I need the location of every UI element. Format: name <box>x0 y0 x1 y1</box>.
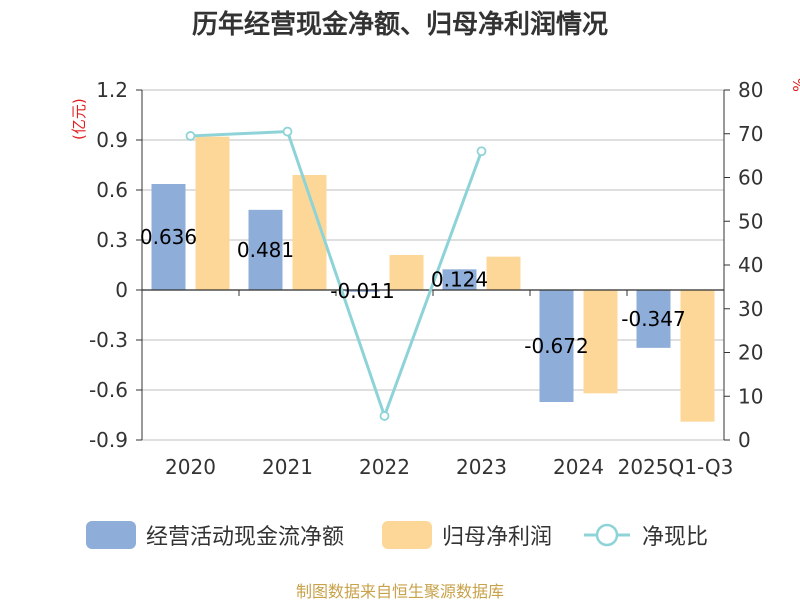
legend-swatch-net-profit <box>382 521 432 549</box>
cash-flow-data-label: -0.011 <box>330 279 394 303</box>
cash-flow-data-label: 0.124 <box>431 268 488 292</box>
net-profit-bar <box>680 290 715 422</box>
data-labels: 0.636 0.481 -0.011 0.124 -0.672 -0.347 <box>140 225 686 358</box>
ratio-point <box>476 146 487 157</box>
net-profit-bar <box>195 136 230 290</box>
legend-label-ratio: 净现比 <box>642 525 709 550</box>
category-label: 2022 <box>359 455 410 479</box>
right-tick-label: 80 <box>738 78 763 102</box>
right-tick-label: 70 <box>738 122 763 146</box>
ratio-point <box>282 126 293 137</box>
legend-item-ratio[interactable]: 净现比 <box>582 518 708 552</box>
left-axis-unit: (亿元) <box>70 98 88 140</box>
category-label: 2020 <box>165 455 216 479</box>
right-tick-label: 50 <box>738 209 763 233</box>
legend-swatch-cash-flow <box>86 521 136 549</box>
bars <box>151 136 715 422</box>
right-tick-label: 60 <box>738 166 763 190</box>
ratio-line-path <box>190 130 483 421</box>
legend-item-cash-flow[interactable]: 经营活动现金流净额 <box>86 518 344 552</box>
ratio-point <box>379 411 390 421</box>
grid-lines <box>142 89 724 441</box>
cash-flow-bar <box>442 269 477 290</box>
left-tick-label: 0.3 <box>96 228 128 252</box>
legend-item-net-profit[interactable]: 归母净利润 <box>382 518 552 552</box>
right-tick-label: 30 <box>738 297 763 321</box>
axes: 1.2 0.9 0.6 0.3 0 -0.3 -0.6 -0.9 80 70 60 50 40 30 20 1… <box>89 78 763 479</box>
right-tick-label: 0 <box>738 428 751 452</box>
legend-label-net-profit: 归母净利润 <box>442 525 553 550</box>
left-tick-label: -0.6 <box>89 378 128 402</box>
left-tick-label: 1.2 <box>96 78 128 102</box>
category-label: 2025Q1-Q3 <box>618 455 734 479</box>
right-tick-label: 10 <box>738 384 763 408</box>
cash-flow-bar <box>636 290 671 348</box>
cash-flow-data-label: -0.672 <box>524 334 588 358</box>
cash-flow-data-label: 0.636 <box>140 225 197 249</box>
chart-title: 历年经营现金净额、归母净利润情况 <box>191 10 608 40</box>
legend-label-cash-flow: 经营活动现金流净额 <box>146 525 345 550</box>
left-tick-label: 0.6 <box>96 178 128 202</box>
right-axis-unit: % <box>790 78 800 92</box>
category-label: 2023 <box>456 455 507 479</box>
category-label: 2021 <box>262 455 313 479</box>
left-tick-label: 0.9 <box>96 128 128 152</box>
source-note: 制图数据来自恒生聚源数据库 <box>295 582 504 601</box>
left-tick-label: -0.9 <box>89 428 128 452</box>
left-tick-label: 0 <box>115 278 128 302</box>
net-profit-bar <box>389 255 424 290</box>
net-profit-bar <box>486 256 521 290</box>
ratio-point <box>185 131 196 141</box>
right-tick-label: 20 <box>738 341 763 365</box>
cash-flow-data-label: -0.347 <box>621 307 685 331</box>
ratio-line <box>185 126 487 421</box>
legend: 经营活动现金流净额 归母净利润 净现比 <box>0 518 800 554</box>
cash-flow-bar <box>248 209 283 290</box>
right-tick-label: 40 <box>738 253 763 277</box>
left-tick-label: -0.3 <box>89 328 128 352</box>
legend-swatch-ratio <box>584 523 630 547</box>
cash-flow-bar <box>151 184 186 290</box>
cash-flow-bar <box>539 290 574 402</box>
cash-flow-data-label: 0.481 <box>237 238 294 262</box>
category-label: 2024 <box>553 455 604 479</box>
net-profit-bar <box>583 290 618 394</box>
cash-flow-bar <box>345 290 380 292</box>
